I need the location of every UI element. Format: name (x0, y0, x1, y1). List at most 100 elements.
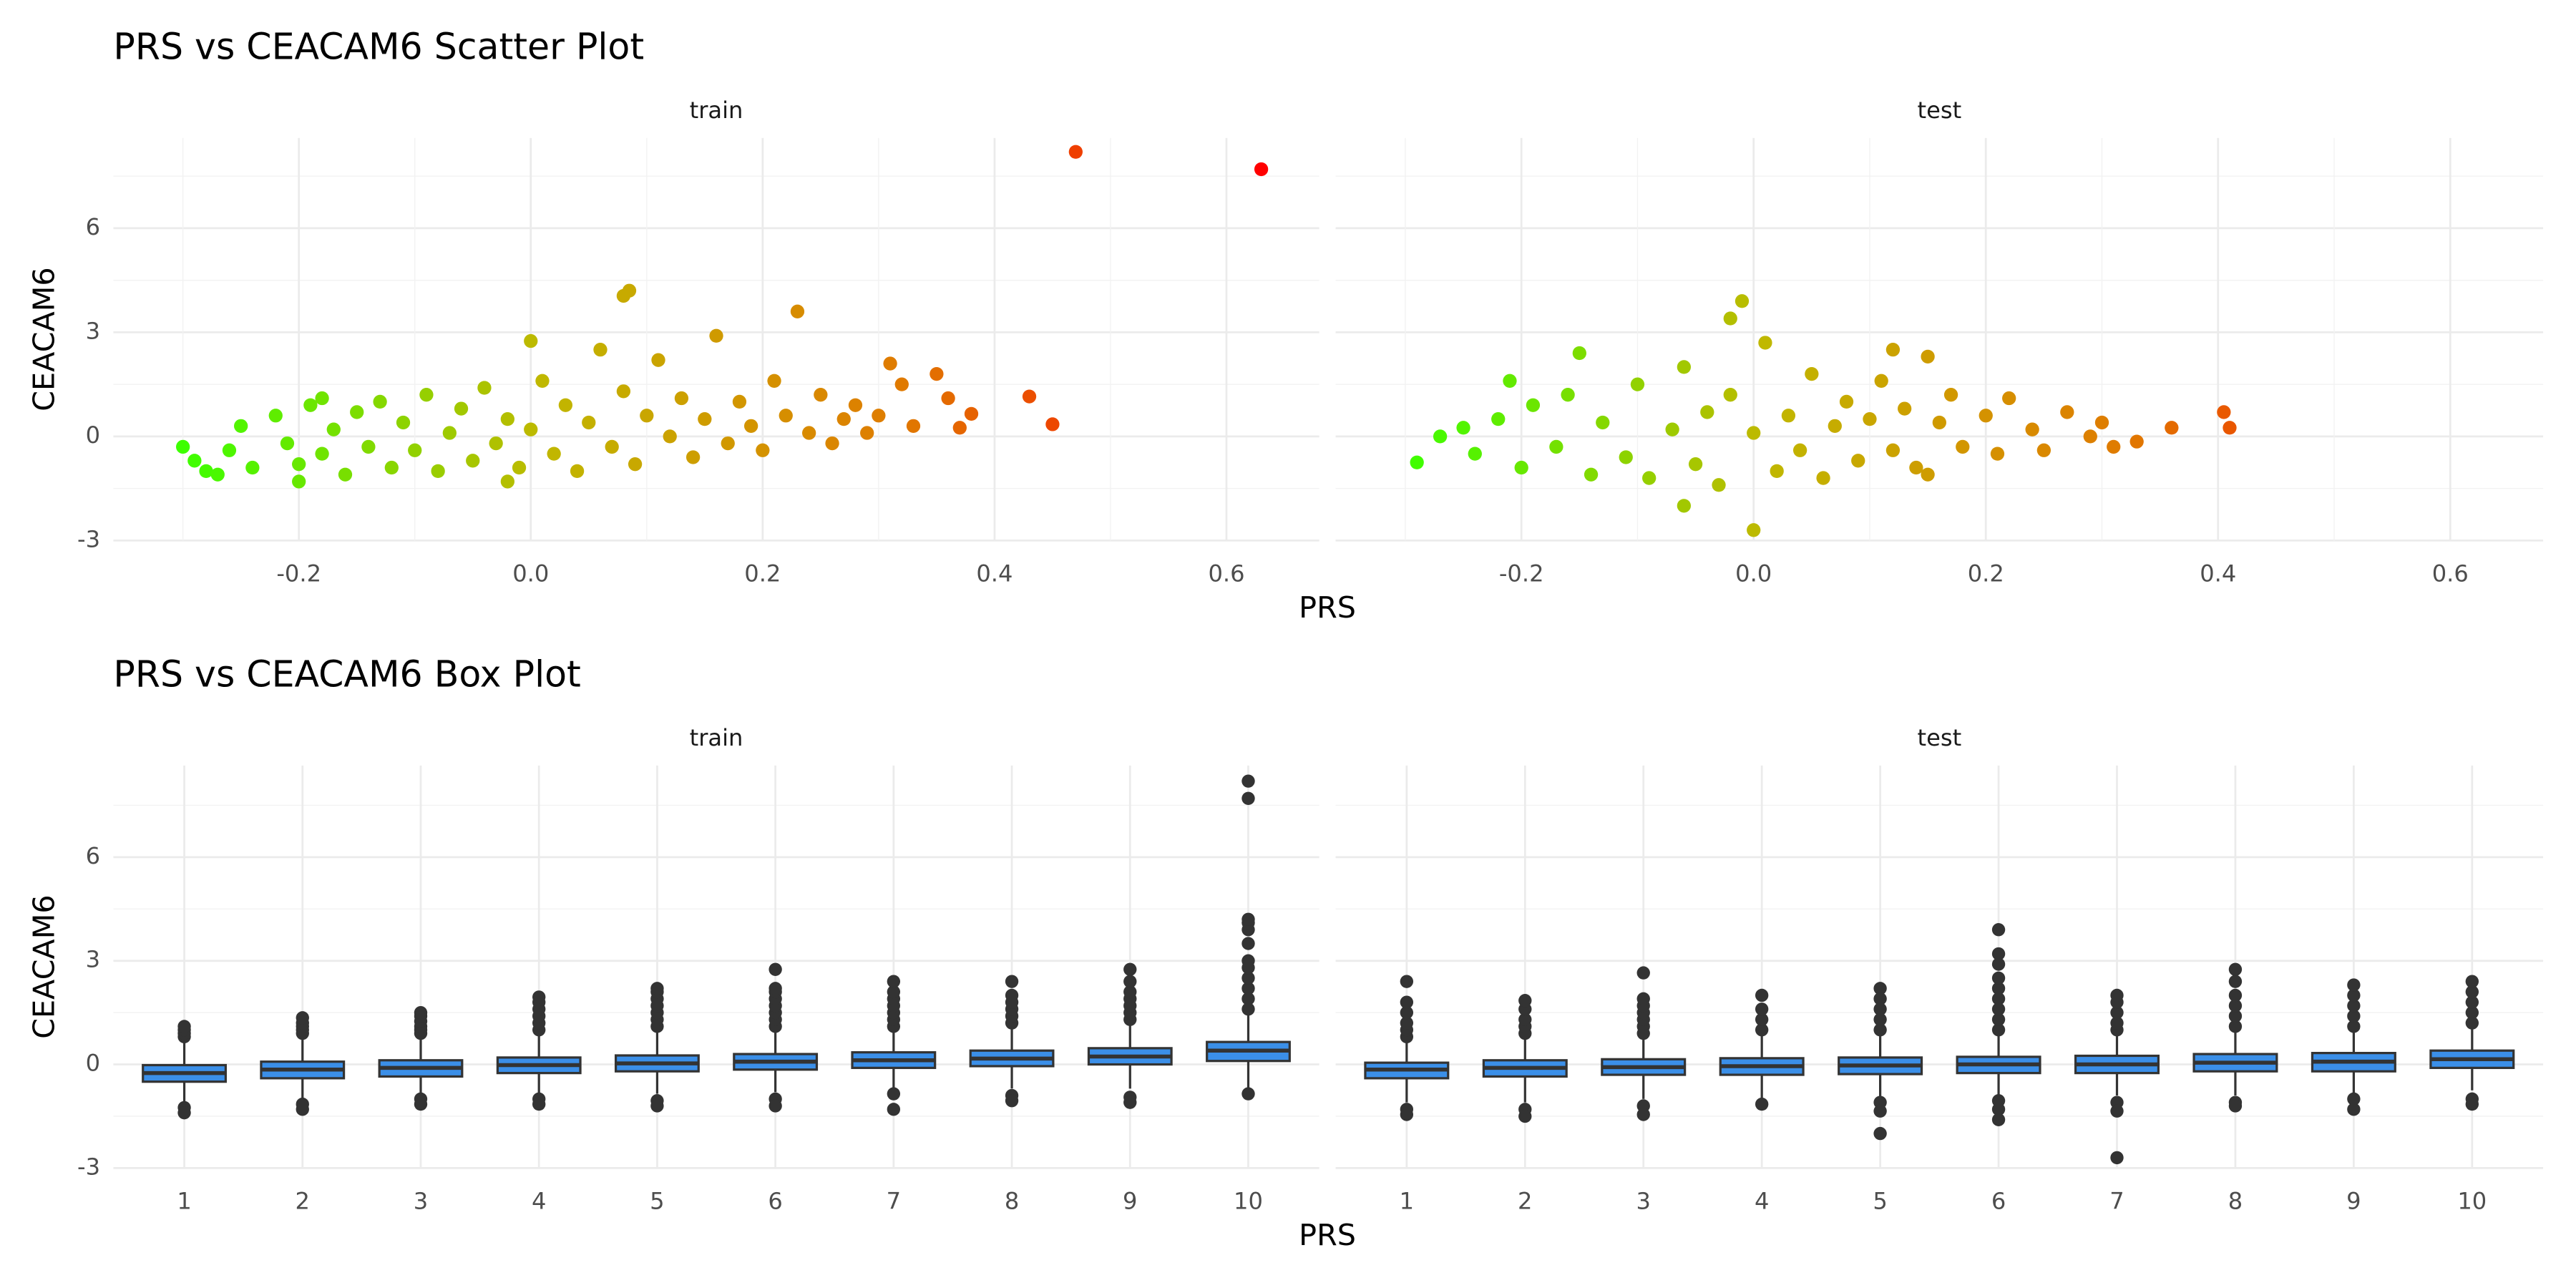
y-tick-label: 6 (86, 842, 100, 869)
point (1770, 464, 1784, 479)
outlier (1873, 1126, 1887, 1141)
point (1747, 523, 1761, 537)
point (187, 454, 202, 468)
point (1491, 411, 1506, 426)
outlier (887, 1087, 901, 1101)
facet-label: test (1917, 97, 1961, 124)
x-axis-label: PRS (1299, 590, 1356, 625)
point (292, 457, 306, 472)
outlier (296, 1103, 309, 1116)
outlier (1873, 982, 1887, 995)
outlier (2110, 1016, 2124, 1030)
outlier (1123, 1096, 1137, 1109)
x-tick-label: 5 (650, 1188, 664, 1215)
outlier (2110, 988, 2124, 1002)
outlier (2228, 1009, 2243, 1023)
outlier (2465, 1005, 2479, 1020)
point (663, 429, 677, 444)
outlier (1991, 1113, 2006, 1126)
point (1816, 471, 1830, 485)
point (860, 426, 874, 440)
x-tick-label: 4 (532, 1188, 546, 1215)
outlier (2228, 1099, 2243, 1113)
outlier (1241, 992, 1255, 1005)
point (350, 405, 364, 419)
outlier (1005, 988, 1019, 1002)
point (431, 464, 445, 479)
outlier (2110, 1151, 2124, 1165)
point (1828, 419, 1842, 433)
outlier (532, 1097, 546, 1111)
outlier (414, 1097, 428, 1111)
outlier (887, 975, 901, 988)
outlier (1241, 971, 1255, 985)
x-tick-label: 0.6 (2432, 560, 2469, 587)
point (466, 454, 480, 468)
point (802, 426, 816, 440)
point (2025, 422, 2039, 436)
outlier (1400, 995, 1414, 1009)
outlier (177, 1106, 191, 1120)
outlier (1241, 912, 1255, 926)
y-tick-label: -3 (77, 1153, 100, 1180)
outlier (1755, 1002, 1769, 1016)
point (1735, 294, 1750, 308)
point (199, 464, 213, 479)
outlier (650, 982, 664, 995)
x-tick-label: -0.2 (276, 560, 321, 587)
outlier (1991, 1103, 2006, 1116)
y-tick-label: 3 (86, 946, 100, 973)
point (1781, 409, 1796, 423)
point (698, 411, 712, 426)
x-tick-label: 10 (1234, 1188, 1263, 1215)
x-tick-label: 9 (1123, 1188, 1137, 1215)
outlier (2347, 988, 2361, 1002)
point (593, 343, 608, 357)
outlier (2465, 985, 2479, 999)
point (1514, 460, 1528, 475)
point (326, 422, 341, 436)
point (1677, 360, 1692, 374)
point (524, 422, 538, 436)
point (686, 450, 701, 464)
outlier (1123, 975, 1137, 988)
point (2083, 429, 2097, 444)
x-tick-label: 0.0 (512, 560, 549, 587)
point (280, 436, 295, 451)
point (872, 409, 886, 423)
x-tick-label: 7 (887, 1188, 901, 1215)
point (814, 388, 828, 402)
outlier (2228, 1020, 2243, 1033)
point (767, 374, 781, 388)
point (1677, 499, 1692, 513)
point (1584, 467, 1599, 482)
point (2129, 434, 2144, 449)
outlier (2228, 962, 2243, 976)
point (454, 401, 469, 416)
outlier (1636, 966, 1650, 980)
x-tick-label: 0.4 (976, 560, 1013, 587)
point (616, 384, 631, 399)
point (930, 366, 944, 381)
point (721, 436, 735, 451)
outlier (2228, 988, 2243, 1002)
point (2223, 421, 2237, 435)
point (408, 443, 422, 457)
point (674, 391, 689, 406)
point (709, 328, 723, 343)
x-tick-label: 0.2 (1968, 560, 2004, 587)
outlier (1241, 791, 1255, 805)
x-tick-label: 0.4 (2200, 560, 2236, 587)
outlier (2228, 999, 2243, 1013)
chart-title: PRS vs CEACAM6 Scatter Plot (113, 25, 644, 67)
point (1433, 429, 1448, 444)
outlier (2465, 1097, 2479, 1111)
point (1747, 426, 1761, 440)
outlier (769, 962, 782, 976)
outlier (1755, 1023, 1769, 1037)
outlier (1400, 1005, 1414, 1020)
point (2002, 391, 2016, 406)
point (1805, 366, 1819, 381)
point (524, 333, 538, 348)
point (756, 443, 770, 457)
